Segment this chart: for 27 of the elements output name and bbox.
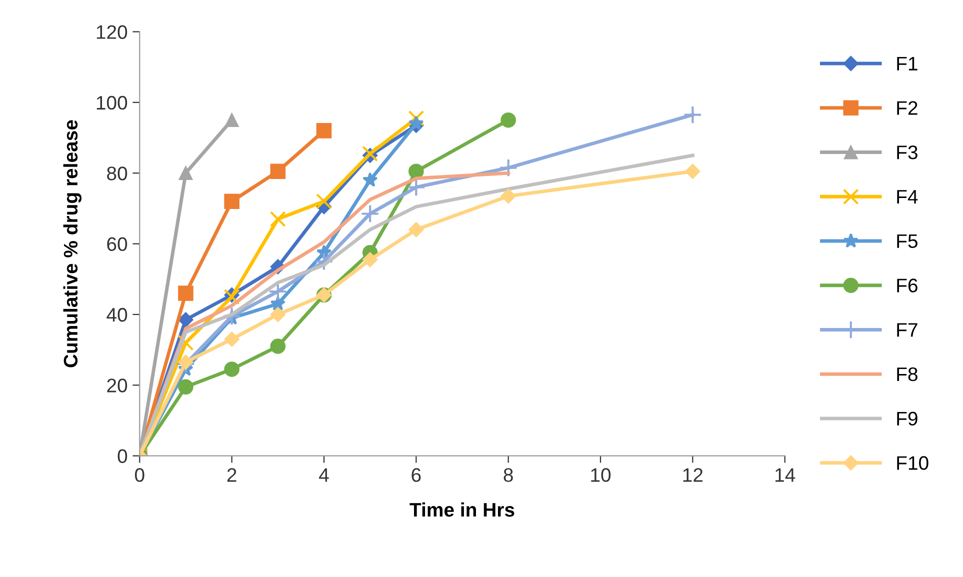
x-tick-label: 0 [134, 468, 144, 482]
legend-label: F4 [897, 190, 918, 204]
legend-label: F9 [897, 412, 918, 426]
legend-label: F6 [897, 278, 918, 292]
legend-label: F7 [897, 323, 918, 337]
y-tick-label: 120 [96, 25, 128, 39]
legend-label: F10 [897, 456, 928, 470]
x-axis-title: Time in Hrs [410, 502, 514, 517]
y-tick-label: 0 [118, 449, 128, 464]
legend-label: F8 [897, 367, 918, 382]
y-tick-label: 20 [107, 378, 128, 392]
legend-label: F1 [897, 56, 918, 70]
y-tick-label: 100 [96, 96, 128, 110]
x-tick-label: 6 [412, 468, 421, 482]
x-tick-label: 10 [591, 468, 611, 482]
x-tick-label: 4 [319, 468, 329, 482]
y-tick-label: 60 [107, 237, 128, 252]
legend-label: F5 [897, 234, 918, 248]
y-axis-title: Cumulative % drug release [63, 120, 82, 368]
legend-label: F2 [897, 101, 918, 115]
x-tick-label: 14 [776, 468, 796, 482]
x-tick-label: 12 [683, 468, 703, 482]
y-tick-label: 40 [106, 308, 128, 322]
x-tick-label: 2 [227, 468, 236, 482]
x-tick-label: 8 [504, 468, 513, 482]
y-tick-label: 80 [107, 166, 128, 180]
legend-label: F3 [897, 146, 918, 160]
